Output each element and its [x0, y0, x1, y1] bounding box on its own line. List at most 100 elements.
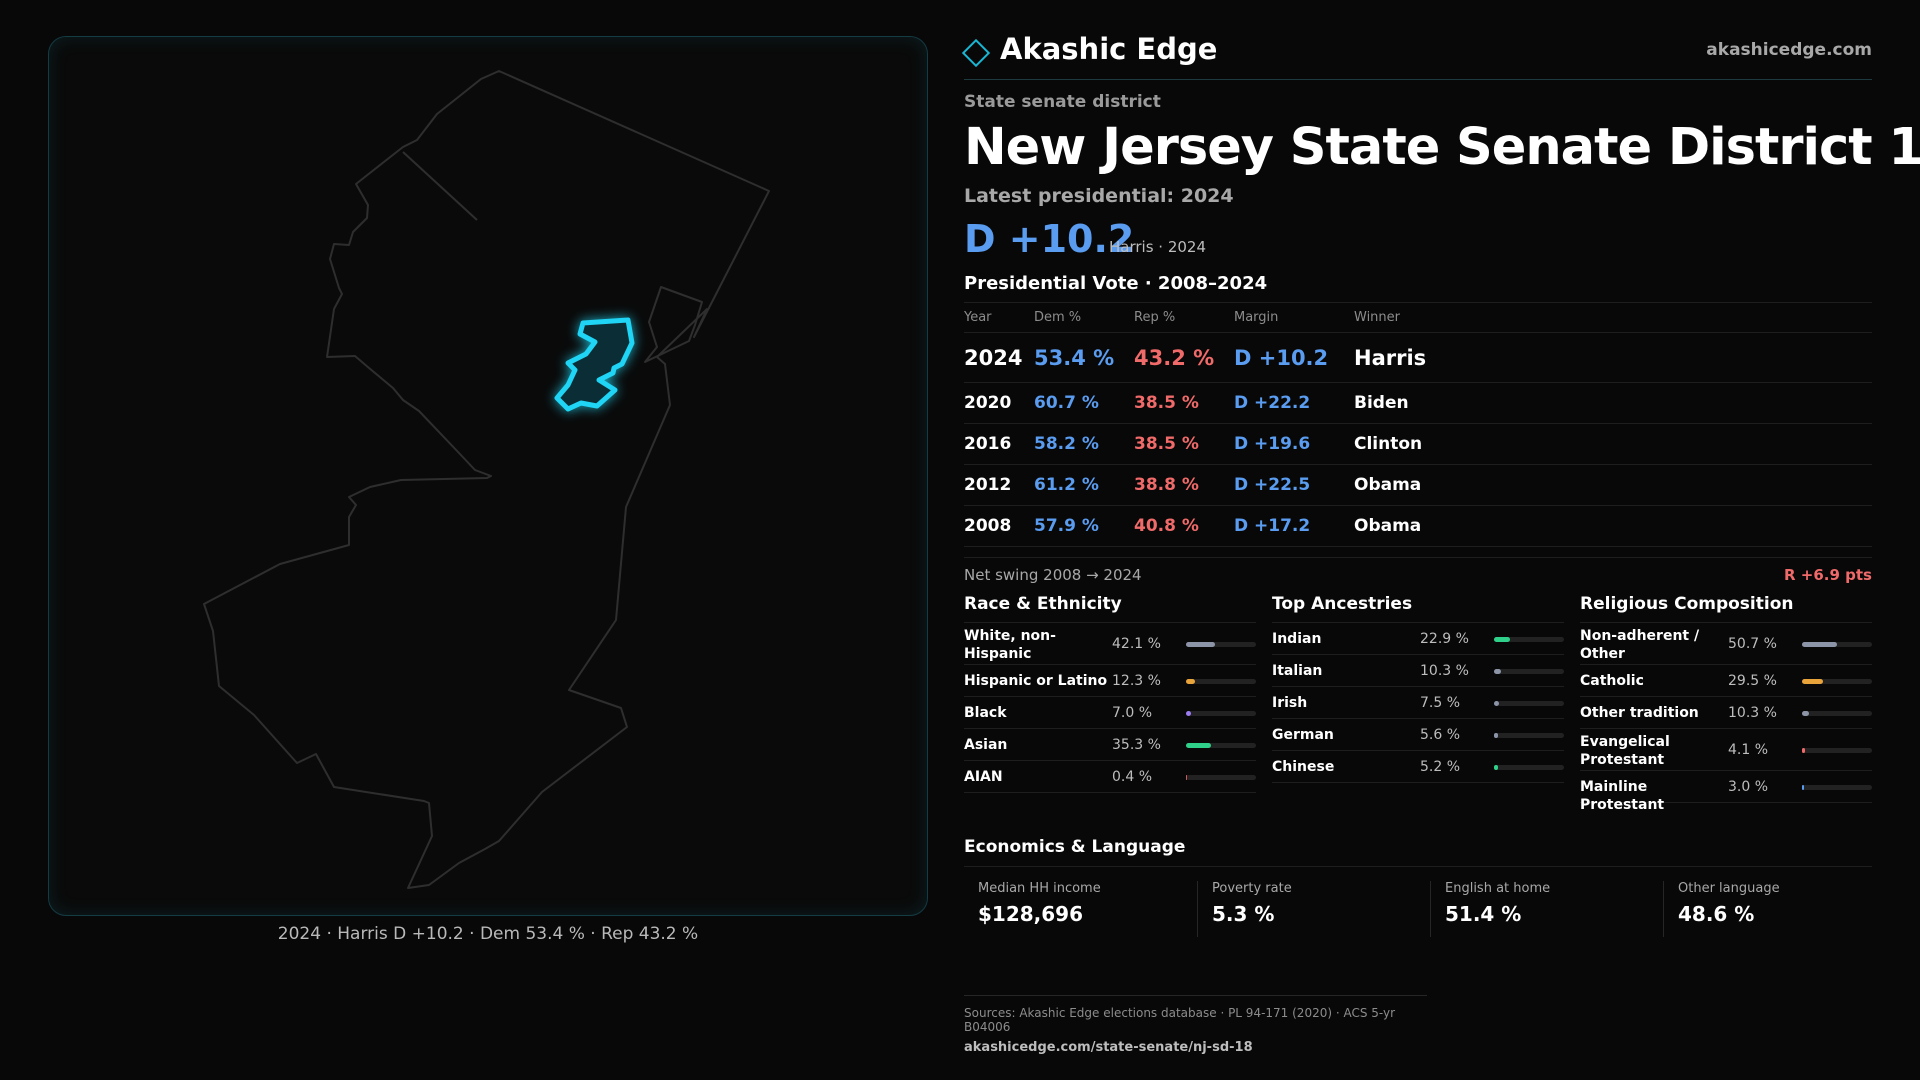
bar-track — [1494, 669, 1564, 674]
stat-value: 48.6 % — [1678, 902, 1755, 926]
dem-cell: 60.7 % — [1034, 382, 1134, 424]
list-item: Italian 10.3 % — [1272, 655, 1564, 687]
net-swing-label: Net swing 2008 → 2024 — [964, 566, 1142, 584]
col-margin: Margin — [1234, 302, 1354, 333]
bar-fill — [1494, 765, 1498, 770]
bar-fill — [1186, 711, 1191, 716]
page-title: New Jersey State Senate District 18 — [964, 118, 1920, 177]
stat-label: English at home — [1445, 881, 1551, 896]
stat-value: 51.4 % — [1445, 902, 1522, 926]
presidential-vote-table: Year Dem % Rep % Margin Winner 2024 53.4… — [964, 302, 1872, 547]
bar-fill — [1186, 775, 1188, 780]
stat-label: Median HH income — [978, 881, 1101, 896]
item-label: White, non-Hispanic — [964, 628, 1056, 662]
bar-track — [1186, 775, 1256, 780]
district-type-label: State senate district — [964, 92, 1161, 112]
item-value: 3.0 % — [1728, 779, 1769, 795]
item-label: Irish — [1272, 695, 1308, 711]
stat-value: 5.3 % — [1212, 902, 1275, 926]
list-item: Irish 7.5 % — [1272, 687, 1564, 719]
table-row: 2020 60.7 % 38.5 % D +22.2 Biden — [964, 382, 1872, 424]
latest-presidential-label: Latest presidential: 2024 — [964, 185, 1234, 207]
table-row: 2008 57.9 % 40.8 % D +17.2 Obama — [964, 505, 1872, 547]
col-year: Year — [964, 302, 1034, 333]
ancestries-title: Top Ancestries — [1272, 591, 1564, 623]
item-label: Chinese — [1272, 759, 1335, 775]
net-swing: Net swing 2008 → 2024 R +6.9 pts — [964, 557, 1872, 584]
dem-cell: 58.2 % — [1034, 423, 1134, 465]
winner-cell: Biden — [1354, 382, 1872, 424]
religion-title: Religious Composition — [1580, 591, 1872, 623]
item-value: 7.5 % — [1420, 695, 1461, 711]
col-dem: Dem % — [1034, 302, 1134, 333]
list-item: Hispanic or Latino 12.3 % — [964, 665, 1256, 697]
map-panel[interactable] — [48, 36, 928, 916]
state-outline — [203, 70, 770, 889]
bar-fill — [1802, 711, 1810, 716]
bar-fill — [1494, 637, 1511, 642]
bar-track — [1494, 733, 1564, 738]
bar-track — [1186, 711, 1256, 716]
info-panel: Akashic Edge akashicedge.com State senat… — [961, 30, 1920, 953]
year-cell: 2012 — [964, 464, 1034, 506]
list-item: Other tradition 10.3 % — [1580, 697, 1872, 729]
bar-fill — [1802, 785, 1805, 790]
list-item: German 5.6 % — [1272, 719, 1564, 751]
latest-margin-value: D +10.2 — [964, 217, 1135, 261]
list-item: Mainline Protestant 3.0 % — [1580, 771, 1872, 813]
ancestries-section: Top Ancestries Indian 22.9 % Italian 10.… — [1272, 591, 1564, 783]
brand-header: Akashic Edge akashicedge.com — [961, 30, 1872, 80]
bar-track — [1802, 642, 1872, 647]
bar-track — [1802, 785, 1872, 790]
stat-label: Poverty rate — [1212, 881, 1292, 896]
winner-cell: Obama — [1354, 505, 1872, 547]
latest-margin: D +10.2 Harris · 2024 — [964, 217, 1872, 261]
col-rep: Rep % — [1134, 302, 1234, 333]
list-item: Evangelical Protestant 4.1 % — [1580, 729, 1872, 771]
year-cell: 2024 — [964, 332, 1034, 383]
item-label: German — [1272, 727, 1334, 743]
brand-url-link[interactable]: akashicedge.com — [1706, 40, 1872, 60]
sources-text: Sources: Akashic Edge elections database… — [964, 1006, 1396, 1034]
bar-track — [1802, 748, 1872, 753]
item-value: 42.1 % — [1112, 636, 1161, 652]
margin-cell: D +10.2 — [1234, 332, 1354, 383]
bar-track — [1494, 765, 1564, 770]
item-label: AIAN — [964, 769, 1003, 785]
rep-cell: 40.8 % — [1134, 505, 1234, 547]
list-item: AIAN 0.4 % — [964, 761, 1256, 793]
bar-fill — [1802, 748, 1805, 753]
winner-cell: Clinton — [1354, 423, 1872, 465]
dem-cell: 57.9 % — [1034, 505, 1134, 547]
stat-value: $128,696 — [978, 902, 1084, 926]
winner-cell: Obama — [1354, 464, 1872, 506]
sources-footer: Sources: Akashic Edge elections database… — [964, 995, 1427, 1055]
item-label: Evangelical Protestant — [1580, 734, 1670, 768]
item-label: Black — [964, 705, 1007, 721]
map-caption: 2024 · Harris D +10.2 · Dem 53.4 % · Rep… — [277, 924, 699, 944]
dem-cell: 61.2 % — [1034, 464, 1134, 506]
item-value: 10.3 % — [1728, 705, 1777, 721]
net-swing-value: R +6.9 pts — [1784, 566, 1872, 584]
list-item: White, non-Hispanic 42.1 % — [964, 623, 1256, 665]
item-label: Other tradition — [1580, 705, 1699, 721]
district-18-shape[interactable] — [554, 317, 635, 412]
economics-title: Economics & Language — [964, 833, 1872, 867]
demographics-grid: Race & Ethnicity White, non-Hispanic 42.… — [964, 591, 1872, 827]
bar-track — [1186, 679, 1256, 684]
item-value: 10.3 % — [1420, 663, 1469, 679]
item-label: Indian — [1272, 631, 1322, 647]
bar-track — [1186, 642, 1256, 647]
list-item: Non-adherent / Other 50.7 % — [1580, 623, 1872, 665]
margin-cell: D +22.5 — [1234, 464, 1354, 506]
bar-track — [1186, 743, 1256, 748]
bar-fill — [1186, 743, 1211, 748]
margin-cell: D +19.6 — [1234, 423, 1354, 465]
item-label: Asian — [964, 737, 1008, 753]
winner-cell: Harris — [1354, 332, 1872, 383]
source-url-link[interactable]: akashicedge.com/state-senate/nj-sd-18 — [964, 1040, 1253, 1055]
bar-track — [1494, 637, 1564, 642]
list-item: Indian 22.9 % — [1272, 623, 1564, 655]
bar-fill — [1186, 679, 1195, 684]
rep-cell: 38.8 % — [1134, 464, 1234, 506]
